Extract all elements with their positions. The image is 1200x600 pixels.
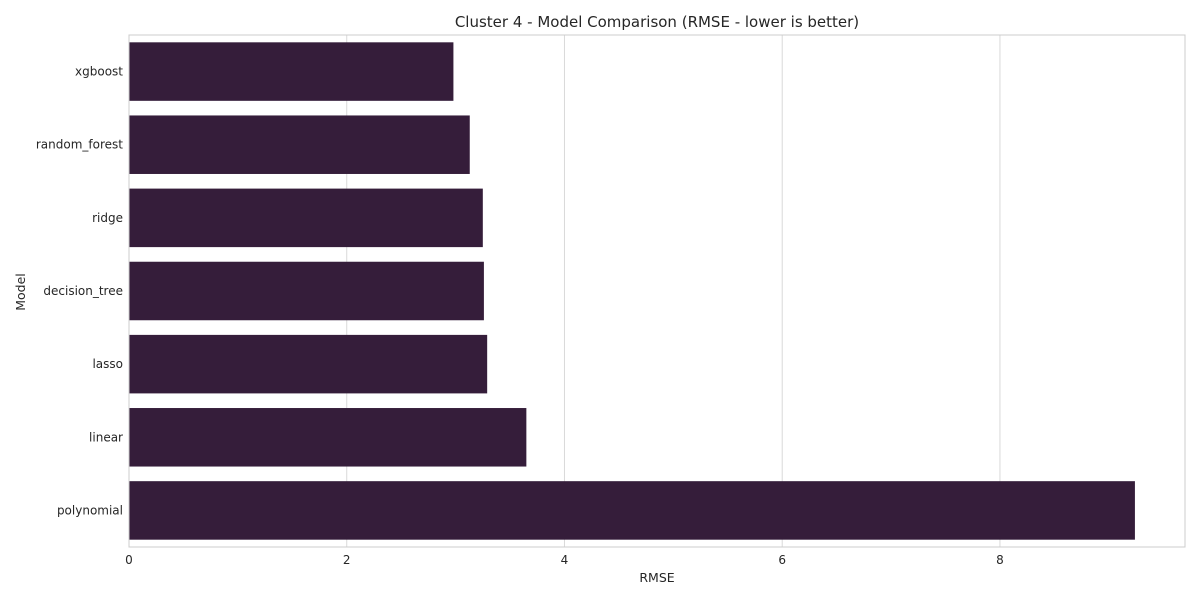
- y-tick-label: polynomial: [57, 503, 123, 517]
- x-tick-label: 2: [343, 553, 351, 567]
- x-tick-labels: 0 2 4 6 8: [125, 553, 1004, 567]
- y-tick-label: decision_tree: [43, 284, 123, 298]
- bar-xgboost: [129, 42, 454, 101]
- y-tick-label: lasso: [92, 357, 123, 371]
- x-tick-label: 4: [561, 553, 569, 567]
- chart-title: Cluster 4 - Model Comparison (RMSE - low…: [455, 13, 859, 31]
- y-tick-label: xgboost: [75, 65, 123, 79]
- y-axis-label: Model: [13, 273, 28, 311]
- bar-linear: [129, 408, 527, 467]
- x-tick-label: 6: [778, 553, 786, 567]
- bar-random-forest: [129, 115, 470, 174]
- y-tick-label: ridge: [92, 211, 123, 225]
- x-tick-label: 0: [125, 553, 133, 567]
- bars: [129, 42, 1135, 540]
- x-tick-label: 8: [996, 553, 1004, 567]
- bar-lasso: [129, 334, 488, 394]
- bar-ridge: [129, 188, 483, 248]
- bar-decision-tree: [129, 261, 484, 321]
- bar-polynomial: [129, 481, 1135, 540]
- y-tick-label: random_forest: [36, 138, 123, 152]
- plot-frame: [128, 34, 1186, 548]
- y-tick-label: linear: [89, 430, 123, 444]
- x-axis-label: RMSE: [639, 570, 674, 585]
